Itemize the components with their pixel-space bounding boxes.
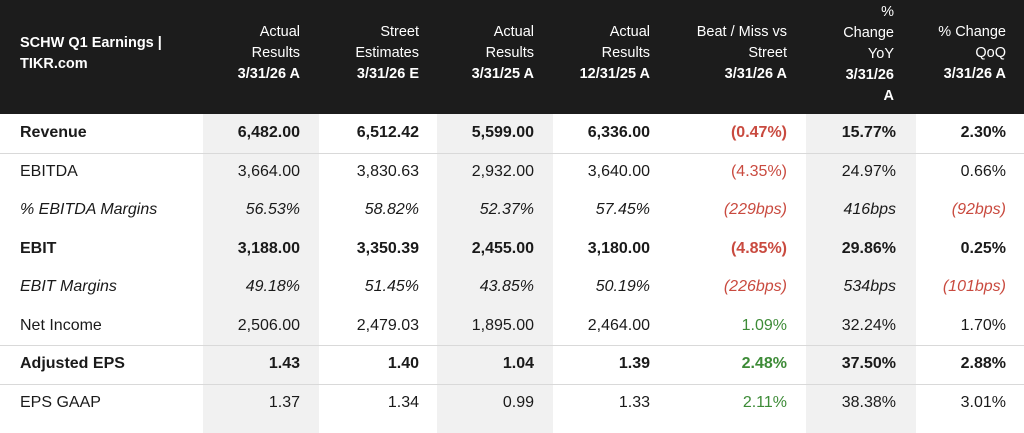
row-separator bbox=[0, 384, 1024, 385]
cell-street-estimate: 3,350.39 bbox=[356, 240, 419, 257]
table-row: % EBITDA Margins 56.53% 58.82% 52.37% 57.45%… bbox=[0, 191, 1024, 229]
cell-actual-3-31-26: 1.43 bbox=[268, 355, 300, 372]
cell-actual-3-31-26: 2,506.00 bbox=[237, 317, 300, 334]
row-separator bbox=[0, 153, 1024, 154]
cell-actual-12-31-25: 57.45% bbox=[595, 201, 650, 218]
cell-actual-12-31-25: 3,180.00 bbox=[587, 240, 650, 257]
cell-actual-12-31-25: 2,464.00 bbox=[587, 317, 650, 334]
cell-street-estimate: 1.34 bbox=[387, 394, 419, 411]
cell-actual-12-31-25: 1.33 bbox=[618, 394, 650, 411]
cell-change-qoq: 2.30% bbox=[960, 124, 1006, 141]
row-label: Adjusted EPS bbox=[20, 355, 125, 372]
cell-actual-3-31-25: 1,895.00 bbox=[471, 317, 534, 334]
cell-change-yoy: 15.77% bbox=[841, 124, 896, 141]
cell-actual-12-31-25: 50.19% bbox=[595, 278, 650, 295]
cell-actual-3-31-26: 3,664.00 bbox=[237, 163, 300, 180]
cell-change-yoy: 38.38% bbox=[841, 394, 896, 411]
cell-beat-miss: 2.48% bbox=[741, 355, 787, 372]
title-line-1: SCHW Q1 Earnings | bbox=[20, 35, 162, 51]
cell-beat-miss: (0.47%) bbox=[730, 124, 787, 141]
cell-actual-3-31-26: 6,482.00 bbox=[237, 124, 300, 141]
row-separator bbox=[0, 345, 1024, 346]
cell-change-yoy: 534bps bbox=[843, 278, 897, 295]
table-header bbox=[0, 0, 1024, 114]
cell-beat-miss: (4.85%) bbox=[730, 240, 787, 257]
shaded-column-prior-year bbox=[437, 114, 553, 433]
cell-actual-3-31-25: 2,455.00 bbox=[471, 240, 534, 257]
cell-change-qoq: (101bps) bbox=[942, 278, 1006, 295]
cell-actual-3-31-25: 43.85% bbox=[479, 278, 534, 295]
column-header-change-qoq: % Change QoQ 3/31/26 A bbox=[938, 24, 1006, 82]
title-line-2: TIKR.com bbox=[20, 56, 88, 72]
cell-change-yoy: 32.24% bbox=[841, 317, 896, 334]
cell-actual-3-31-25: 2,932.00 bbox=[471, 163, 534, 180]
cell-change-yoy: 37.50% bbox=[841, 355, 896, 372]
cell-change-qoq: 3.01% bbox=[960, 394, 1006, 411]
cell-beat-miss: (226bps) bbox=[723, 278, 787, 295]
cell-change-yoy: 24.97% bbox=[841, 163, 896, 180]
cell-street-estimate: 51.45% bbox=[364, 278, 419, 295]
table-row: EPS GAAP 1.37 1.34 0.99 1.33 2.11% 38.38% 3.01% bbox=[0, 384, 1024, 422]
shaded-column-actual bbox=[203, 114, 319, 433]
row-label: % EBITDA Margins bbox=[20, 201, 158, 218]
row-label: EBIT Margins bbox=[20, 278, 117, 295]
cell-street-estimate: 6,512.42 bbox=[356, 124, 419, 141]
cell-street-estimate: 58.82% bbox=[364, 201, 419, 218]
row-label: Net Income bbox=[20, 317, 102, 334]
cell-actual-3-31-25: 1.04 bbox=[502, 355, 534, 372]
cell-beat-miss: 1.09% bbox=[741, 317, 787, 334]
table-row: Net Income 2,506.00 2,479.03 1,895.00 2,464.… bbox=[0, 307, 1024, 345]
table-row: EBIT Margins 49.18% 51.45% 43.85% 50.19% (226… bbox=[0, 268, 1024, 306]
row-label: EBITDA bbox=[20, 163, 78, 180]
cell-beat-miss: 2.11% bbox=[742, 394, 787, 411]
column-header-actual-3-31-25: Actual Results 3/31/25 A bbox=[471, 24, 534, 82]
row-label: EPS GAAP bbox=[20, 394, 101, 411]
cell-street-estimate: 1.40 bbox=[387, 355, 419, 372]
cell-actual-3-31-26: 3,188.00 bbox=[237, 240, 300, 257]
cell-change-qoq: (92bps) bbox=[951, 201, 1006, 218]
cell-change-yoy: 416bps bbox=[843, 201, 897, 218]
cell-actual-3-31-25: 0.99 bbox=[502, 394, 534, 411]
cell-change-qoq: 1.70% bbox=[960, 317, 1006, 334]
table-row: Adjusted EPS 1.43 1.40 1.04 1.39 2.48% 37.50% 2… bbox=[0, 345, 1024, 383]
column-header-street-estimates: Street Estimates 3/31/26 E bbox=[355, 24, 419, 82]
cell-actual-3-31-26: 56.53% bbox=[245, 201, 300, 218]
cell-change-qoq: 0.25% bbox=[960, 240, 1006, 257]
cell-street-estimate: 2,479.03 bbox=[356, 317, 419, 334]
table-title: SCHW Q1 Earnings | TIKR.com bbox=[20, 33, 162, 75]
row-label: EBIT bbox=[20, 240, 57, 257]
cell-actual-3-31-25: 52.37% bbox=[479, 201, 534, 218]
cell-actual-3-31-26: 49.18% bbox=[245, 278, 300, 295]
column-header-actual-3-31-26: Actual Results 3/31/26 A bbox=[237, 24, 300, 82]
row-label: Revenue bbox=[20, 124, 87, 141]
cell-actual-3-31-25: 5,599.00 bbox=[471, 124, 534, 141]
cell-street-estimate: 3,830.63 bbox=[356, 163, 419, 180]
cell-change-yoy: 29.86% bbox=[841, 240, 896, 257]
cell-beat-miss: (4.35%) bbox=[730, 163, 787, 180]
column-header-change-yoy: % Change YoY 3/31/26 A bbox=[843, 4, 894, 104]
cell-actual-12-31-25: 1.39 bbox=[618, 355, 650, 372]
cell-actual-12-31-25: 6,336.00 bbox=[587, 124, 650, 141]
cell-change-qoq: 0.66% bbox=[960, 163, 1006, 180]
cell-change-qoq: 2.88% bbox=[960, 355, 1006, 372]
column-header-beat-miss: Beat / Miss vs Street 3/31/26 A bbox=[696, 24, 787, 82]
cell-actual-12-31-25: 3,640.00 bbox=[587, 163, 650, 180]
table-row: EBIT 3,188.00 3,350.39 2,455.00 3,180.00 (4.8… bbox=[0, 230, 1024, 268]
column-header-actual-12-31-25: Actual Results 12/31/25 A bbox=[579, 24, 650, 82]
table-row: EBITDA 3,664.00 3,830.63 2,932.00 3,640.00 (4… bbox=[0, 153, 1024, 191]
table-row: Revenue 6,482.00 6,512.42 5,599.00 6,336.00 (… bbox=[0, 114, 1024, 152]
shaded-column-yoy bbox=[806, 114, 916, 433]
cell-beat-miss: (229bps) bbox=[723, 201, 787, 218]
cell-actual-3-31-26: 1.37 bbox=[268, 394, 300, 411]
